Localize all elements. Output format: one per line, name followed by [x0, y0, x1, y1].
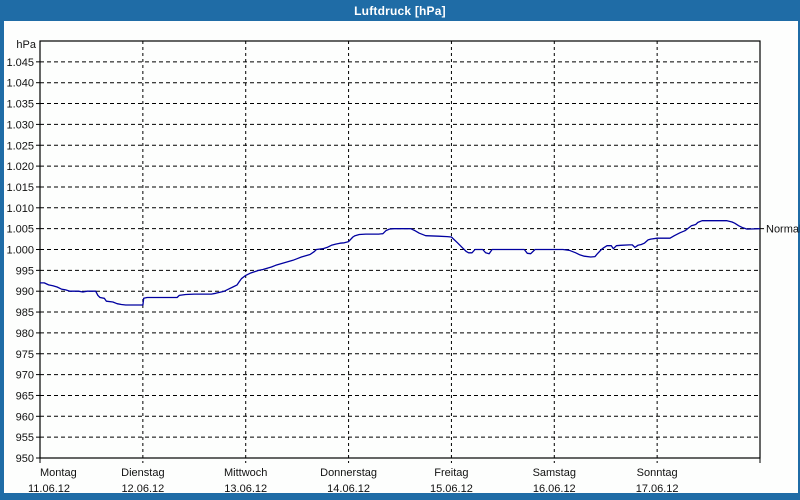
day-date-label: 12.06.12	[121, 483, 164, 495]
normal-label: Normal	[766, 224, 800, 236]
y-tick-label: 1.035	[6, 99, 34, 111]
y-tick-label: 985	[16, 307, 34, 319]
day-name-label: Dienstag	[121, 467, 164, 479]
y-tick-label: 980	[16, 328, 34, 340]
chart-client-area	[4, 21, 798, 493]
y-tick-label: 1.020	[6, 161, 34, 173]
day-date-label: 16.06.12	[533, 483, 576, 495]
y-tick-label: 1.005	[6, 224, 34, 236]
y-tick-label: 995	[16, 265, 34, 277]
plot-border	[39, 40, 761, 459]
day-name-label: Mittwoch	[224, 467, 267, 479]
y-tick-label: 965	[16, 390, 34, 402]
y-tick-label: 1.015	[6, 182, 34, 194]
y-tick-label: 1.040	[6, 78, 34, 90]
y-tick-label: 1.045	[6, 57, 34, 69]
y-axis-unit-label: hPa	[16, 39, 36, 51]
day-date-label: 17.06.12	[636, 483, 679, 495]
day-date-label: 13.06.12	[224, 483, 267, 495]
y-tick-label: 1.030	[6, 119, 34, 131]
day-name-label: Sonntag	[637, 467, 678, 479]
y-tick-label: 960	[16, 411, 34, 423]
y-tick-label: 950	[16, 453, 34, 465]
y-tick-label: 975	[16, 349, 34, 361]
day-date-label: 11.06.12	[28, 483, 70, 495]
day-name-label: Samstag	[533, 467, 576, 479]
day-name-label: Donnerstag	[320, 467, 377, 479]
day-date-label: 14.06.12	[327, 483, 370, 495]
day-name-label: Montag	[40, 467, 77, 479]
y-tick-label: 1.000	[6, 245, 34, 257]
y-tick-label: 955	[16, 432, 34, 444]
y-tick-label: 990	[16, 286, 34, 298]
window-title: Luftdruck [hPa]	[354, 3, 446, 18]
pressure-curve	[40, 220, 761, 306]
window-title-bar[interactable]: Luftdruck [hPa]	[0, 0, 800, 21]
y-tick-label: 1.025	[6, 140, 34, 152]
day-name-label: Freitag	[434, 467, 468, 479]
day-date-label: 15.06.12	[430, 483, 473, 495]
y-tick-label: 1.010	[6, 203, 34, 215]
y-tick-label: 970	[16, 370, 34, 382]
